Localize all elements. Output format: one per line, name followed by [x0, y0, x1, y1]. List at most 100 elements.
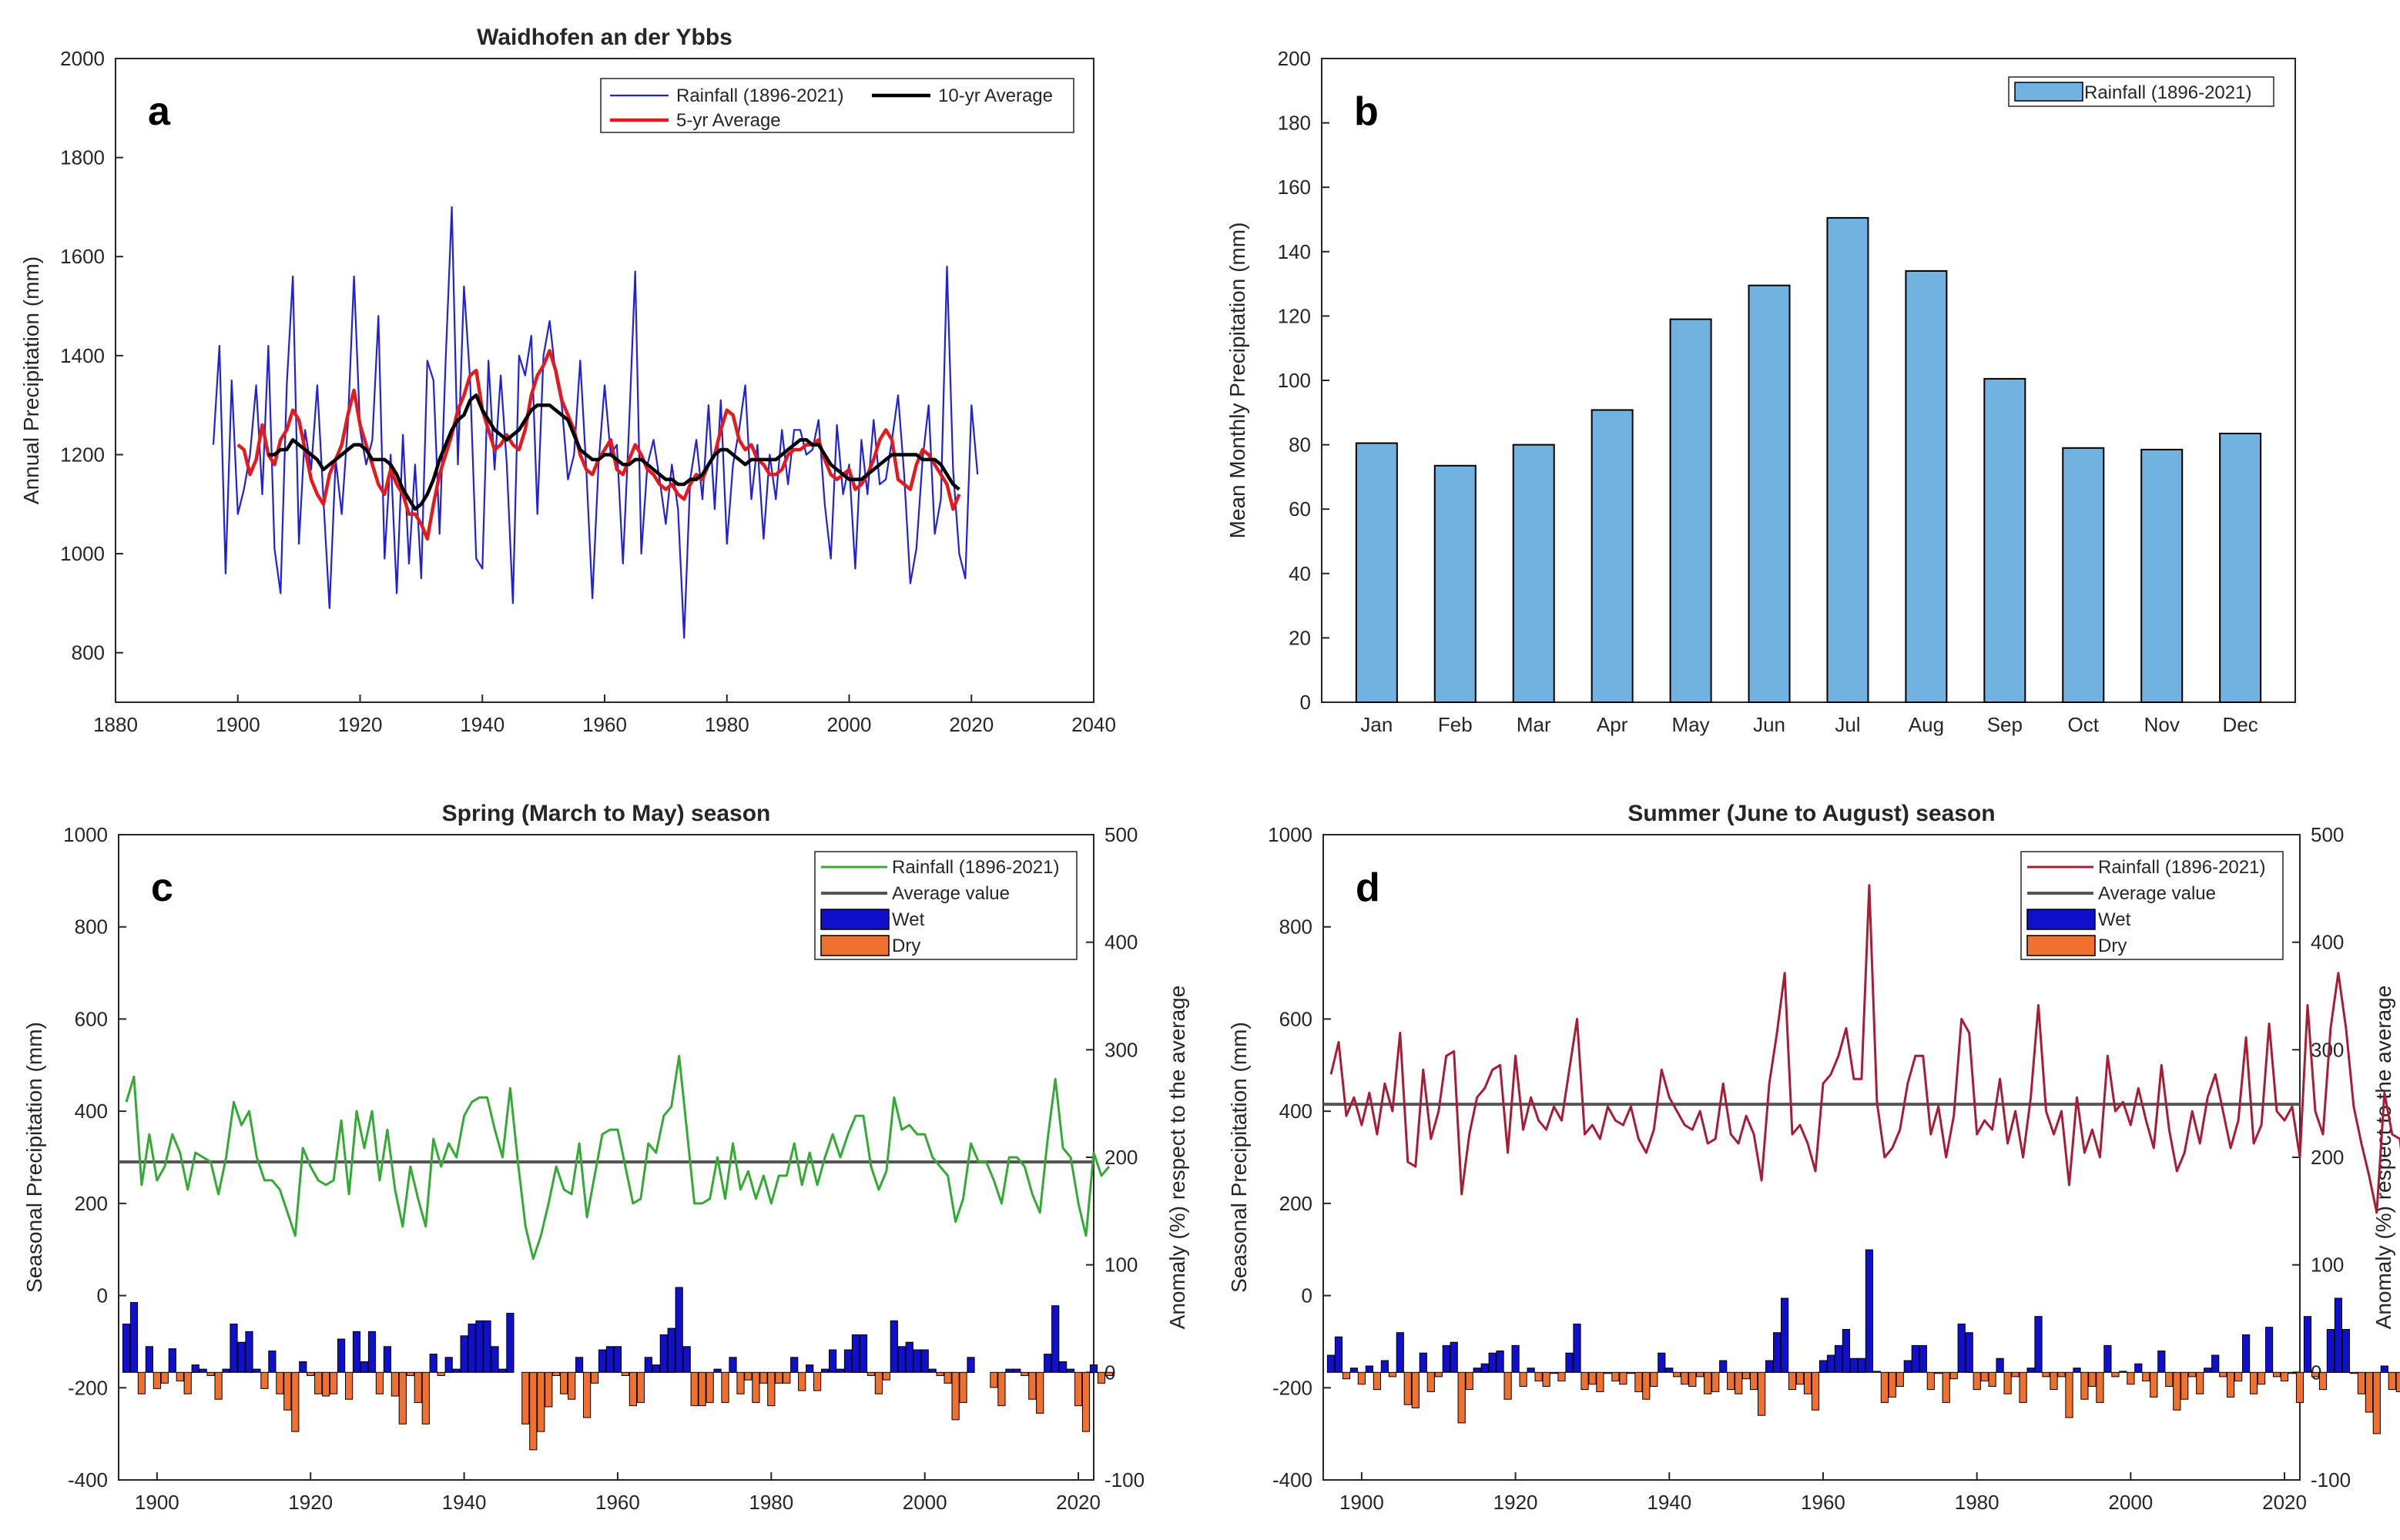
x-tick-label: 1920	[1493, 1491, 1538, 1514]
wet-bar	[1511, 1344, 1520, 1373]
wet-bar	[890, 1320, 898, 1373]
dry-bar	[951, 1371, 960, 1421]
dry-bar	[2349, 1371, 2358, 1374]
dry-bar	[874, 1371, 883, 1394]
dry-bar	[736, 1371, 745, 1394]
panel-a-line-chart: 800 1000 1200 1400 1600 1800 2000 1880 1900 1920 1…	[19, 25, 1116, 736]
wet-bar	[598, 1349, 607, 1373]
bar	[1355, 442, 1398, 703]
bar	[1748, 284, 1791, 703]
y-tick-label: 1200	[60, 443, 105, 466]
dry-bar	[137, 1371, 146, 1394]
wet-bar	[905, 1341, 913, 1373]
bar	[2062, 447, 2105, 704]
dry-bar	[2295, 1371, 2304, 1403]
legend-label: 10-yr Average	[938, 85, 1053, 106]
wet-bar	[360, 1361, 369, 1373]
x-tick-label: 2000	[903, 1491, 947, 1514]
wet-bar	[1059, 1361, 1068, 1373]
x-tick-label: Jul	[1835, 713, 1860, 736]
wet-bar	[836, 1368, 845, 1373]
wet-bar	[1419, 1352, 1427, 1373]
wet-bar	[675, 1287, 683, 1373]
x-tick-label: 1900	[135, 1491, 179, 1514]
y-tick-label: 180	[1278, 112, 1311, 135]
wet-bar	[1067, 1368, 1075, 1373]
y-tick-label: 60	[1289, 497, 1311, 521]
dry-bar	[2365, 1371, 2374, 1413]
wet-bar	[1573, 1324, 1581, 1373]
x-tick-label: 2040	[1071, 713, 1116, 736]
wet-bar	[337, 1338, 346, 1373]
dry-bar	[2180, 1371, 2189, 1400]
wet-bar	[475, 1320, 484, 1373]
dry-bar	[160, 1371, 169, 1384]
y-tick-label: 600	[1279, 1007, 1312, 1030]
y-tick-label: 600	[75, 1007, 108, 1030]
wet-bar	[851, 1334, 860, 1373]
y-right-tick-label: 200	[1104, 1146, 1138, 1169]
y-tick-label: 400	[1279, 1100, 1312, 1123]
wet-bar	[1473, 1368, 1481, 1373]
dry-bar	[1811, 1371, 1820, 1411]
legend-label: Wet	[2098, 909, 2131, 930]
panel-letter: d	[1356, 865, 1380, 910]
x-tick-label: 1900	[1339, 1491, 1384, 1514]
y-tick-label: 160	[1278, 176, 1311, 199]
dry-bar	[314, 1371, 323, 1394]
x-tick-label: 1960	[582, 713, 627, 736]
panel-letter: a	[148, 89, 171, 134]
legend-label: Wet	[892, 909, 925, 930]
dry-bar	[628, 1371, 637, 1407]
wet-bar	[491, 1346, 499, 1373]
dry-bar	[813, 1371, 822, 1391]
dry-bar	[2395, 1371, 2400, 1392]
wet-bar	[644, 1357, 652, 1373]
wet-bar	[1919, 1344, 1927, 1373]
x-tick-label: 2000	[827, 713, 872, 736]
wet-bar	[1834, 1344, 1843, 1373]
dry-bar	[2372, 1371, 2381, 1435]
legend-label: Rainfall (1896-2021)	[892, 857, 1059, 878]
dry-bar	[2165, 1371, 2174, 1388]
dry-bar	[1803, 1371, 1812, 1394]
dry-bar	[545, 1371, 553, 1408]
legend-box	[600, 78, 1074, 133]
y-axis-label: Seasonal Precipitation (mm)	[1227, 1022, 1251, 1293]
wet-bar	[268, 1350, 277, 1373]
wet-bar	[1089, 1364, 1098, 1373]
x-tick-label: 1900	[216, 713, 260, 736]
dry-bar	[2196, 1371, 2204, 1394]
dry-bar	[345, 1371, 354, 1400]
wet-bar	[2303, 1316, 2312, 1373]
y-right-tick-label: 300	[1104, 1038, 1138, 1061]
dry-bar	[153, 1371, 162, 1389]
dry-bar	[1596, 1371, 1604, 1392]
chart-title: Spring (March to May) season	[442, 801, 771, 826]
wet-bar	[483, 1320, 491, 1373]
wet-bar	[1849, 1358, 1859, 1373]
dry-bar	[1942, 1371, 1950, 1403]
dry-bar	[2142, 1371, 2150, 1382]
dry-bar	[1388, 1371, 1397, 1378]
wet-bar	[253, 1368, 261, 1373]
dry-bar	[437, 1371, 445, 1377]
dry-bar	[1750, 1371, 1758, 1391]
wet-bar	[245, 1331, 253, 1373]
dry-bar	[183, 1371, 192, 1394]
wet-bar	[191, 1364, 199, 1373]
dry-bar	[1588, 1371, 1597, 1385]
dry-bar	[2057, 1371, 2066, 1378]
wet-bar	[1865, 1249, 1874, 1373]
legend-label: Dry	[892, 936, 920, 956]
dry-bar	[1926, 1371, 1935, 1391]
wet-bar	[928, 1368, 937, 1373]
wet-bar	[821, 1368, 830, 1373]
y-right-axis-label: Anomaly (%) respect to the average	[1165, 986, 1189, 1330]
wet-bar	[1911, 1344, 1919, 1373]
dry-bar	[1542, 1371, 1550, 1388]
dry-bar	[636, 1371, 645, 1403]
wet-bar	[2026, 1368, 2035, 1373]
dry-bar	[2188, 1371, 2197, 1378]
y-tick-label: 1600	[60, 245, 105, 268]
